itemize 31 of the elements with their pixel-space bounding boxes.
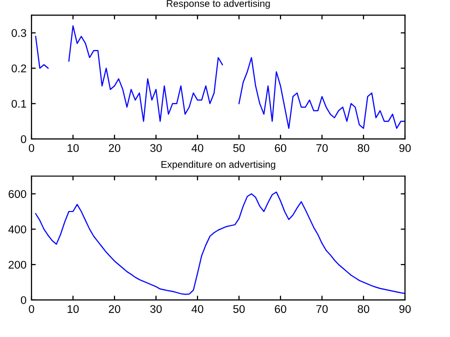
x-tick-label: 50	[233, 144, 245, 152]
x-tick-label: 70	[316, 305, 328, 313]
x-tick-label: 0	[28, 144, 34, 152]
y-tick-label: 600	[8, 190, 26, 198]
y-tick-label: 0.3	[12, 29, 26, 37]
y-tick-label: 200	[8, 260, 26, 269]
y-tick-label: 0.1	[12, 100, 26, 108]
x-tick-label: 80	[358, 305, 370, 313]
x-tick-label: 20	[108, 144, 120, 152]
x-tick-label: 10	[68, 305, 79, 313]
y-tick-label: 0	[20, 296, 26, 304]
x-tick-label: 60	[274, 144, 286, 152]
x-tick-label: 90	[399, 305, 411, 313]
x-tick-label: 10	[68, 144, 79, 152]
y-tick-label: 0	[20, 135, 26, 144]
chart-title: Expenditure on advertising	[161, 160, 276, 170]
x-tick-label: 40	[192, 144, 204, 152]
x-tick-label: 90	[399, 144, 411, 152]
line-series	[35, 191, 405, 295]
x-tick-label: 80	[358, 144, 370, 152]
chart-title: Response to advertising	[166, 0, 270, 9]
x-tick-label: 40	[192, 305, 204, 313]
x-tick-label: 50	[233, 305, 245, 313]
y-tick-label: 400	[8, 225, 26, 234]
x-tick-label: 30	[150, 305, 162, 313]
y-tick-label: 0.2	[12, 64, 26, 72]
x-tick-label: 0	[28, 305, 34, 313]
x-tick-label: 30	[150, 144, 162, 152]
x-tick-label: 20	[108, 305, 120, 313]
x-tick-label: 70	[316, 144, 328, 152]
x-tick-label: 60	[274, 305, 286, 313]
